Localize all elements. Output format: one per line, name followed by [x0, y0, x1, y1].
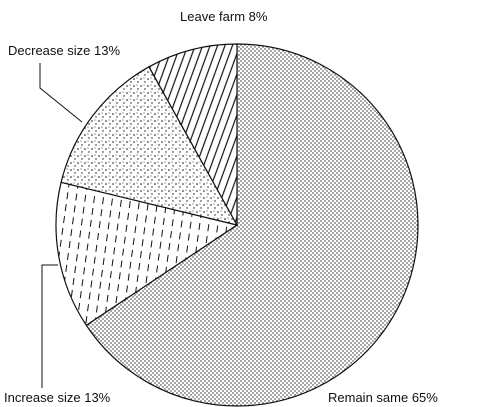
pie-slice	[85, 43, 419, 407]
pie-slice	[148, 43, 238, 228]
slice-label: Decrease size 13%	[8, 43, 120, 58]
slice-label: Increase size 13%	[4, 390, 111, 405]
slice-label: Leave farm 8%	[180, 9, 268, 24]
leader-line	[39, 63, 83, 123]
pie-slice	[55, 181, 239, 327]
leader-line	[41, 264, 58, 388]
pie	[55, 43, 419, 407]
slice-label: Remain same 65%	[328, 390, 438, 405]
leader-lines	[39, 63, 83, 388]
pie-slice	[60, 66, 239, 226]
